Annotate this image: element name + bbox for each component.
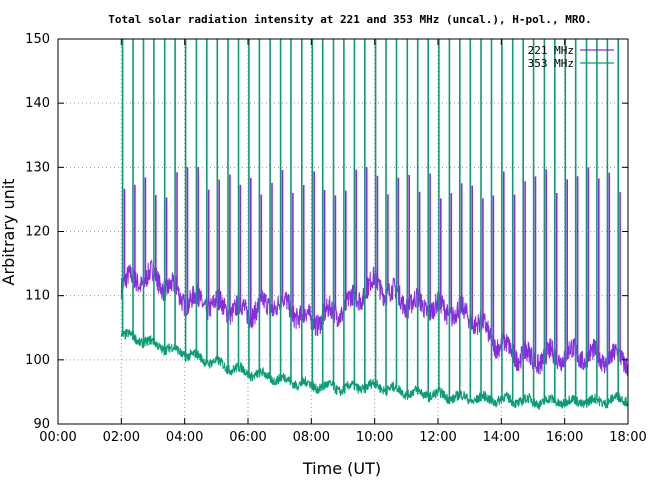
chart-title: Total solar radiation intensity at 221 a… — [108, 13, 591, 26]
x-tick-label: 08:00 — [293, 430, 330, 445]
y-tick-label: 120 — [25, 225, 50, 240]
x-axis: 00:00 02:00 04:00 06:00 08:00 10:00 12:00 14:00… — [39, 39, 647, 445]
x-tick-label: 10:00 — [356, 430, 393, 445]
x-tick-label: 06:00 — [229, 430, 266, 445]
x-tick-label: 00:00 — [39, 430, 76, 445]
series-353-line — [120, 38, 628, 410]
y-tick-label: 130 — [25, 160, 50, 175]
y-tick-label: 140 — [25, 96, 50, 111]
y-tick-label: 100 — [25, 353, 50, 368]
x-tick-label: 12:00 — [419, 430, 456, 445]
y-tick-label: 150 — [25, 32, 50, 47]
y-axis: 90 100 110 120 130 140 150 — [25, 32, 628, 432]
x-tick-label: 14:00 — [483, 430, 520, 445]
y-tick-label: 110 — [25, 289, 50, 304]
x-tick-label: 02:00 — [103, 430, 140, 445]
series-221mhz — [120, 167, 629, 376]
legend: 221 MHz 353 MHz — [528, 44, 614, 70]
series-221-line — [120, 167, 629, 376]
x-tick-label: 16:00 — [546, 430, 583, 445]
series-353mhz — [120, 38, 628, 410]
y-axis-label: Arbitrary unit — [0, 179, 18, 286]
legend-label-221mhz: 221 MHz — [528, 44, 574, 57]
x-tick-label: 04:00 — [166, 430, 203, 445]
legend-label-353mhz: 353 MHz — [528, 57, 574, 70]
x-axis-label: Time (UT) — [302, 459, 381, 478]
x-tick-label: 18:00 — [609, 430, 646, 445]
y-tick-label: 90 — [33, 417, 50, 432]
